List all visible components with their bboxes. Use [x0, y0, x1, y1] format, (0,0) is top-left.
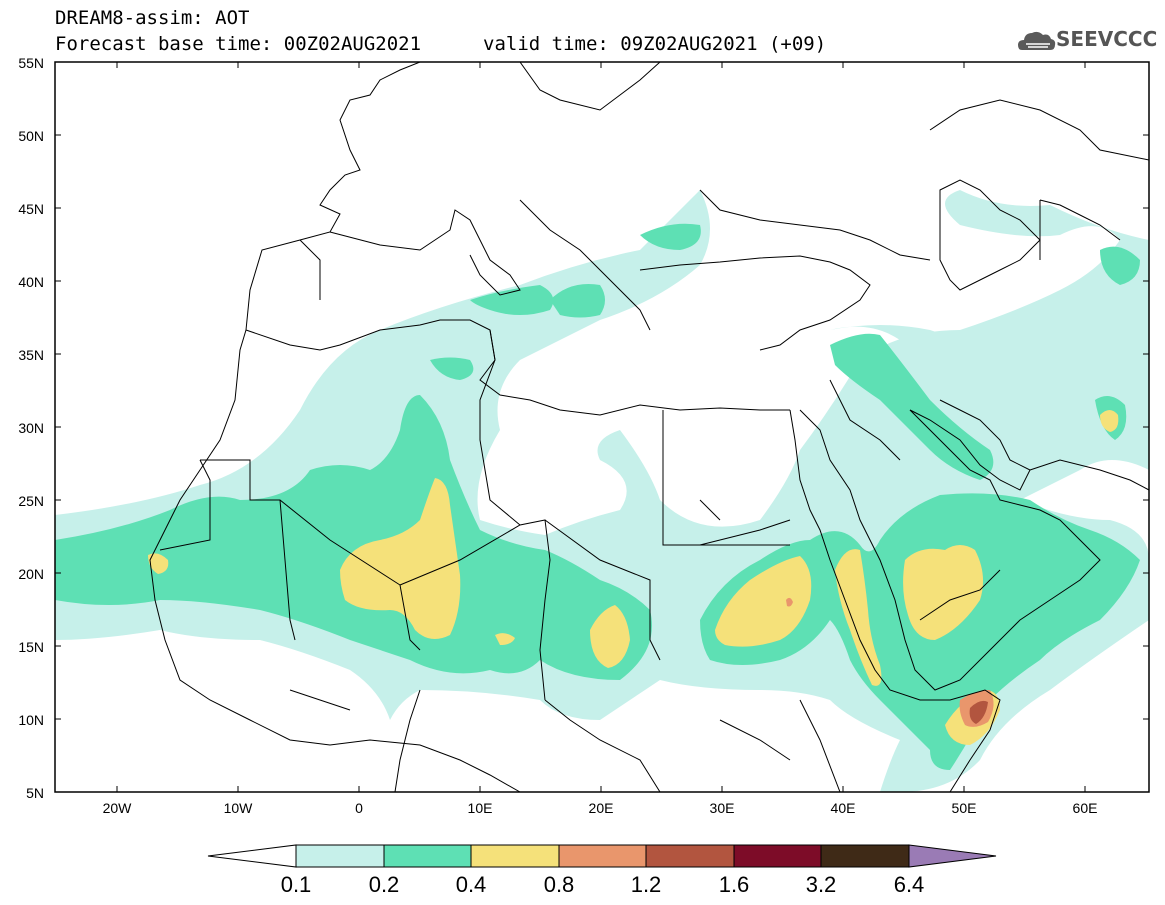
colorbar-label: 0.1	[280, 872, 312, 897]
colorbar-label: 1.2	[630, 872, 662, 897]
aot-field-0-4	[148, 410, 1119, 745]
forecast-base-time: Forecast base time: 00Z02AUG2021	[55, 33, 422, 55]
colorbar-swatch	[820, 844, 910, 868]
colorbar-swatch	[558, 844, 647, 868]
colorbar-label: 6.4	[893, 872, 925, 897]
lon-label: 60E	[1072, 800, 1098, 816]
colorbar-label: 0.4	[455, 872, 487, 897]
valid-time: valid time: 09Z02AUG2021 (+09)	[483, 33, 827, 55]
colorbar-label: 0.8	[543, 872, 575, 897]
aot-field-1-2	[969, 700, 988, 724]
lon-label: 40E	[830, 800, 856, 816]
lat-label: 15N	[18, 639, 44, 655]
lat-label: 5N	[26, 785, 44, 801]
colorbar-high-arrow	[908, 844, 997, 868]
lat-label: 45N	[18, 201, 44, 217]
lon-label: 0	[355, 800, 363, 816]
lat-label: 55N	[18, 55, 44, 71]
colorbar-swatch	[295, 844, 385, 868]
colorbar-label: 1.6	[718, 872, 750, 897]
colorbar-label: 3.2	[805, 872, 837, 897]
seevccc-cloud-logo-icon	[1018, 31, 1056, 50]
lat-label: 35N	[18, 347, 44, 363]
coastlines-borders	[149, 62, 1149, 792]
lon-label: 30E	[709, 800, 735, 816]
lon-label: 20E	[588, 800, 614, 816]
colorbar-swatch	[383, 844, 472, 868]
colorbar-swatch	[645, 844, 735, 868]
lon-label: 50E	[951, 800, 977, 816]
colorbar-label: 0.2	[368, 872, 400, 897]
lat-label: 20N	[18, 566, 44, 582]
lat-label: 50N	[18, 128, 44, 144]
lat-label: 10N	[18, 712, 44, 728]
colorbar-swatch	[470, 844, 560, 868]
colorbar-low-arrow	[207, 844, 297, 868]
lat-label: 40N	[18, 274, 44, 290]
map-title: DREAM8-assim: AOT	[55, 7, 250, 29]
colorbar-swatch	[733, 844, 822, 868]
lon-label: 20W	[102, 800, 132, 816]
lon-label: 10W	[223, 800, 253, 816]
lat-label: 30N	[18, 420, 44, 436]
lon-label: 10E	[467, 800, 493, 816]
lat-label: 25N	[18, 493, 44, 509]
seevccc-logo-text: SEEVCCC	[1056, 27, 1158, 51]
axis-ticks	[55, 61, 1149, 793]
